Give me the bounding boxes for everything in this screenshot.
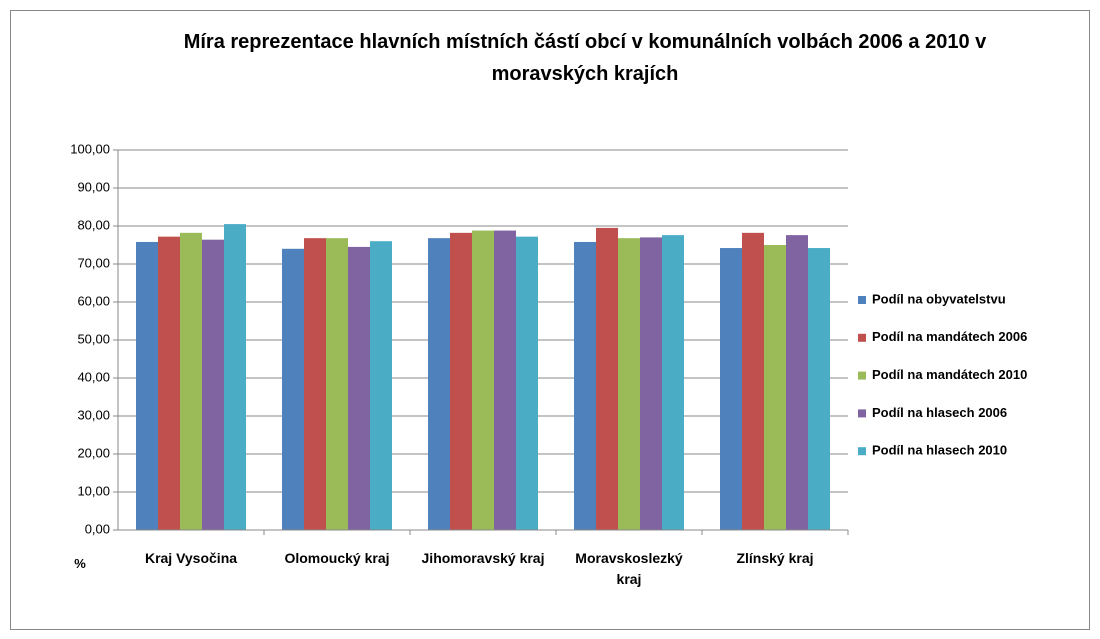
y-tick-label: 90,00 [77, 179, 110, 194]
bar [158, 236, 180, 530]
y-tick-label: 70,00 [77, 255, 110, 270]
legend-swatch [858, 296, 866, 304]
legend-label: Podíl na mandátech 2010 [872, 367, 1027, 382]
bar [136, 241, 158, 530]
x-tick-label: Olomoucký kraj [284, 550, 390, 566]
y-tick-label: 20,00 [77, 445, 110, 460]
y-tick-label: 10,00 [77, 483, 110, 498]
bar [348, 246, 370, 530]
bar [304, 238, 326, 530]
y-axis-label: % [74, 556, 86, 571]
bar [720, 248, 742, 531]
bar [742, 232, 764, 530]
legend-label: Podíl na hlasech 2010 [872, 443, 1007, 458]
bar [282, 248, 304, 531]
y-tick-label: 0,00 [85, 521, 110, 536]
bar [428, 238, 450, 530]
legend-swatch [858, 333, 866, 342]
y-tick-label: 40,00 [77, 369, 110, 384]
legend-swatch [858, 371, 866, 380]
y-tick-label: 30,00 [77, 407, 110, 422]
bar [180, 232, 202, 530]
bar [326, 238, 348, 530]
bar [472, 230, 494, 530]
bar [662, 235, 684, 530]
bar [786, 235, 808, 530]
bar [494, 230, 516, 530]
y-tick-label: 60,00 [77, 293, 110, 308]
bar [596, 227, 618, 530]
bar [618, 238, 640, 530]
bar [764, 245, 786, 530]
legend-label: Podíl na hlasech 2006 [872, 405, 1007, 420]
bar [808, 248, 830, 531]
legend-swatch [858, 447, 866, 456]
x-tick-label: Zlínský kraj [736, 550, 814, 566]
bar [574, 241, 596, 530]
x-tick-label: Kraj Vysočina [144, 550, 238, 566]
y-tick-label: 50,00 [77, 331, 110, 346]
bar [202, 239, 224, 530]
bar [224, 224, 246, 530]
bar [370, 241, 392, 530]
x-tick-label: Jihomoravský kraj [421, 550, 545, 566]
legend-label: Podíl na obyvatelstvu [872, 291, 1006, 306]
x-tick-label: Moravskoslezký kraj [575, 550, 683, 587]
y-tick-label: 80,00 [77, 217, 110, 232]
legend-swatch [858, 409, 866, 418]
legend-label: Podíl na mandátech 2006 [872, 329, 1027, 344]
chart-title: Míra reprezentace hlavních místních část… [183, 31, 987, 85]
bar [640, 237, 662, 530]
bar [516, 236, 538, 530]
y-tick-label: 100,00 [70, 141, 110, 156]
bar [450, 232, 472, 530]
